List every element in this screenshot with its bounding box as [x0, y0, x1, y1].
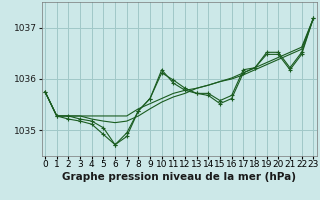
X-axis label: Graphe pression niveau de la mer (hPa): Graphe pression niveau de la mer (hPa)	[62, 172, 296, 182]
